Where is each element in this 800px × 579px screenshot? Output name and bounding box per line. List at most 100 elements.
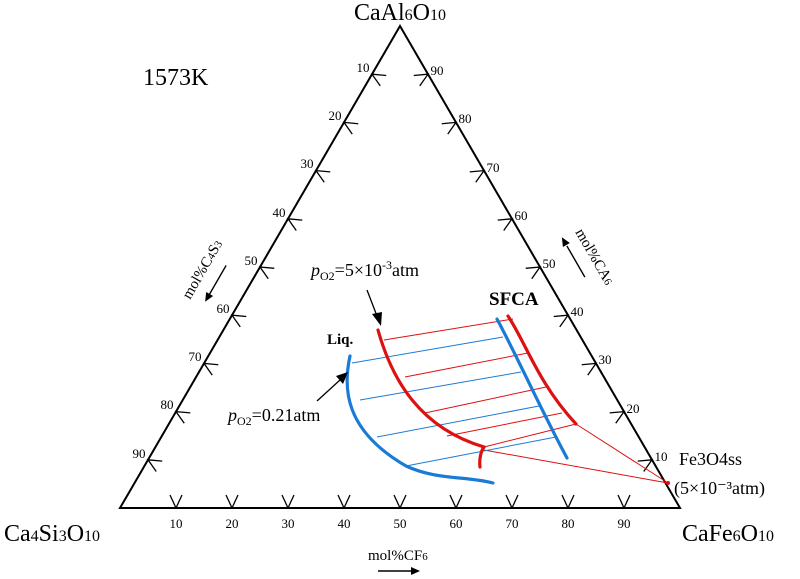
arrow-down-left-icon-head	[205, 292, 214, 302]
right-tick-mark	[469, 169, 486, 183]
top-vertex-sub1: 6	[405, 7, 413, 24]
po2-low-p: p	[226, 405, 237, 425]
right-vertex-sub2: 10	[758, 528, 774, 545]
bottom-tick-label: 70	[506, 516, 519, 531]
left-tick-mark	[286, 218, 303, 231]
right-tick-mark	[609, 410, 626, 424]
po2-high-value: =5×10	[335, 260, 382, 280]
left-tick-label: 40	[273, 205, 286, 220]
pointer-line-icon	[366, 289, 378, 317]
bottom-axis-tick-labels: 10 20 30 40 50 60 70 80 90	[170, 516, 631, 531]
right-axis-tick-labels: 10 20 30 40 50 60 70 80 90	[431, 63, 668, 464]
right-axis-ticks	[413, 73, 654, 472]
svg-text:mol%CA6: mol%CA6	[572, 226, 617, 288]
top-vertex-sub2: 10	[430, 7, 446, 24]
right-tick-mark	[581, 362, 598, 376]
red-tie-line	[446, 412, 563, 437]
po2-high-sub: O2	[320, 269, 335, 283]
right-tick-mark	[525, 266, 542, 280]
right-tick-label: 40	[571, 304, 584, 319]
left-tick-mark	[370, 73, 387, 87]
left-vertex-tail: O	[67, 521, 84, 547]
blue-liquidus-curve	[345, 354, 495, 485]
po2-high-label: pO2=5×10-3atm	[309, 258, 419, 283]
bottom-tick-mark	[449, 494, 463, 510]
left-vertex-label: Ca4Si3O10	[4, 521, 100, 547]
right-tick-label: 50	[543, 256, 556, 271]
right-tick-mark	[553, 314, 570, 328]
right-vertex-sub1: 6	[733, 528, 741, 545]
right-tick-label: 10	[655, 449, 668, 464]
left-tick-label: 10	[357, 60, 370, 75]
red-tie-line	[483, 423, 577, 448]
bottom-tick-mark	[169, 494, 183, 510]
po2-low-pointer	[316, 372, 348, 402]
red-tie-line	[483, 449, 669, 484]
top-vertex-main: CaAl	[354, 0, 405, 26]
right-tick-mark	[441, 121, 458, 135]
left-tick-label: 90	[133, 446, 146, 461]
right-tick-mark	[413, 73, 430, 87]
left-axis-ticks	[146, 73, 387, 472]
fe3o4ss-label: Fe3O4ss	[679, 449, 742, 469]
fe3o4ss-point	[666, 481, 670, 485]
po2-high-exp: -3	[382, 258, 392, 272]
right-axis-title-sub: 6	[601, 277, 614, 288]
red-tie-line	[424, 386, 547, 414]
right-vertex-mid: O	[741, 521, 758, 547]
bottom-tick-label: 80	[562, 516, 575, 531]
pointer-arrowhead-icon	[336, 372, 348, 384]
red-tie-line	[575, 423, 669, 484]
right-axis-title: mol%CA6	[561, 226, 617, 288]
right-tick-label: 70	[487, 160, 500, 175]
left-tick-mark	[174, 410, 191, 424]
bottom-tick-label: 10	[170, 516, 183, 531]
left-tick-mark	[230, 314, 247, 328]
fe3o4ss-pressure-label: (5×10⁻³atm)	[674, 478, 765, 499]
arrow-down-left-icon	[207, 265, 227, 297]
blue-tie-line	[351, 336, 504, 364]
bottom-tick-mark	[617, 494, 631, 510]
bottom-tick-mark	[393, 494, 407, 510]
bottom-tick-mark	[561, 494, 575, 510]
left-tick-label: 80	[161, 397, 174, 412]
red-tie-line	[404, 352, 529, 378]
left-vertex-mid: Si	[39, 521, 59, 547]
left-axis-title-sub2: 3	[212, 239, 225, 250]
right-vertex-label: CaFe6O10	[682, 521, 774, 547]
top-vertex-mid: O	[413, 0, 430, 26]
fe3o4ss-marker	[666, 481, 670, 485]
svg-text:mol%C4S3: mol%C4S3	[180, 237, 227, 302]
pointer-line-icon	[316, 379, 341, 402]
temperature-label: 1573K	[143, 65, 209, 91]
left-axis-tick-labels: 10 20 30 40 50 60 70 80 90	[133, 60, 370, 461]
left-tick-mark	[314, 169, 331, 183]
bottom-tick-label: 60	[450, 516, 463, 531]
left-axis-title-sub1: 4	[205, 251, 218, 262]
po2-high-p: p	[309, 260, 320, 280]
left-axis-title: mol%C4S3	[180, 237, 227, 302]
right-tick-mark	[637, 459, 654, 472]
left-tick-label: 60	[217, 301, 230, 316]
left-tick-mark	[202, 362, 219, 376]
blue-sfca-boundary	[495, 317, 569, 460]
arrow-right-icon-head	[411, 567, 420, 575]
bottom-tick-label: 90	[618, 516, 631, 531]
bottom-axis-ticks	[169, 494, 631, 510]
arrow-up-left-icon-head	[561, 237, 570, 248]
blue-tie-line	[359, 371, 522, 401]
red-tie-line	[383, 318, 514, 341]
blue-tie-lines	[351, 336, 557, 467]
bottom-tick-mark	[337, 494, 351, 510]
right-vertex-main: CaFe	[682, 521, 733, 547]
right-tick-label: 20	[627, 401, 640, 416]
bottom-axis-title-sub: 6	[422, 551, 428, 563]
red-sfca-boundary	[506, 314, 578, 426]
left-tick-mark	[342, 121, 359, 135]
po2-high-unit: atm	[392, 260, 419, 280]
bottom-axis-title-main: mol%CF	[368, 548, 422, 564]
left-tick-label: 20	[329, 108, 342, 123]
left-tick-mark	[146, 459, 163, 472]
left-vertex-sub1: 4	[31, 528, 39, 545]
